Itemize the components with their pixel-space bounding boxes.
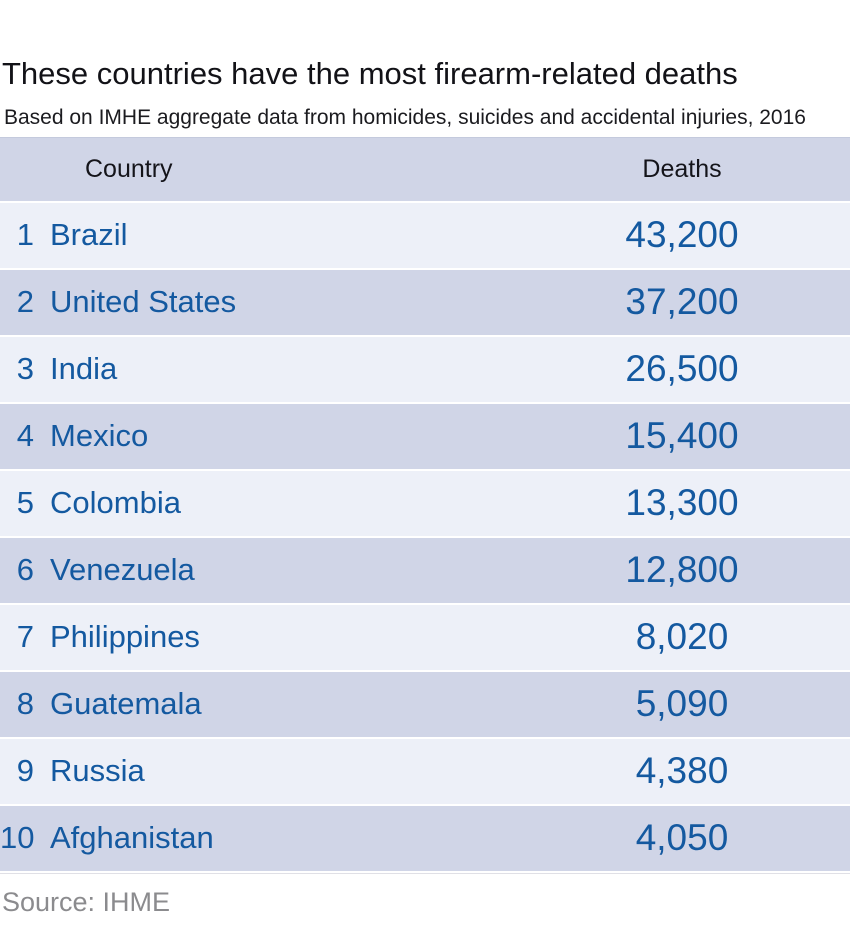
deaths-cell: 26,500 [625, 348, 739, 390]
country-cell: United States [50, 284, 237, 320]
rank-cell: 8 [16, 686, 34, 722]
deaths-cell: 4,050 [635, 817, 729, 859]
rank-cell: 2 [16, 284, 34, 320]
country-cell: Venezuela [50, 552, 195, 588]
rank-cell: 7 [16, 619, 34, 655]
column-header-deaths: Deaths [642, 154, 722, 183]
deaths-cell: 5,090 [635, 683, 729, 725]
deaths-cell: 43,200 [625, 214, 739, 256]
page-title: These countries have the most firearm-re… [2, 56, 738, 91]
deaths-cell: 15,400 [625, 415, 739, 457]
country-cell: Mexico [50, 418, 149, 454]
deaths-cell: 4,380 [635, 750, 729, 792]
table-row: 3 India 26,500 [0, 336, 850, 404]
deaths-cell: 13,300 [625, 482, 739, 524]
country-cell: Russia [50, 753, 145, 789]
table-row: 5 Colombia 13,300 [0, 470, 850, 538]
page-subtitle: Based on IMHE aggregate data from homici… [4, 105, 806, 129]
rank-cell: 6 [16, 552, 34, 588]
table-row: 1 Brazil 43,200 [0, 202, 850, 270]
table-row: 9 Russia 4,380 [0, 738, 850, 806]
rank-cell: 4 [16, 418, 34, 454]
table-header-row: Country Deaths [0, 136, 850, 203]
column-header-country: Country [85, 154, 173, 183]
rank-cell: 10 [0, 820, 35, 856]
rank-cell: 1 [16, 217, 34, 253]
source-note: Source: IHME [2, 886, 171, 917]
deaths-cell: 37,200 [625, 281, 739, 323]
country-cell: India [50, 351, 118, 387]
rankings-table: Country Deaths 1 Brazil 43,200 2 United … [0, 136, 850, 874]
country-cell: Colombia [50, 485, 181, 521]
rank-cell: 3 [16, 351, 34, 387]
country-cell: Brazil [50, 217, 128, 253]
rank-cell: 5 [16, 485, 34, 521]
deaths-cell: 12,800 [625, 549, 739, 591]
table-row: 10 Afghanistan 4,050 [0, 805, 850, 873]
country-cell: Philippines [50, 619, 200, 655]
country-cell: Guatemala [50, 686, 202, 722]
rank-cell: 9 [16, 753, 34, 789]
table-row: 7 Philippines 8,020 [0, 604, 850, 672]
table-row: 6 Venezuela 12,800 [0, 537, 850, 605]
table-row: 2 United States 37,200 [0, 269, 850, 337]
table-row: 4 Mexico 15,400 [0, 403, 850, 471]
deaths-cell: 8,020 [635, 616, 729, 658]
table-row: 8 Guatemala 5,090 [0, 671, 850, 739]
country-cell: Afghanistan [50, 820, 214, 856]
table-body: 1 Brazil 43,200 2 United States 37,200 3… [0, 202, 850, 873]
